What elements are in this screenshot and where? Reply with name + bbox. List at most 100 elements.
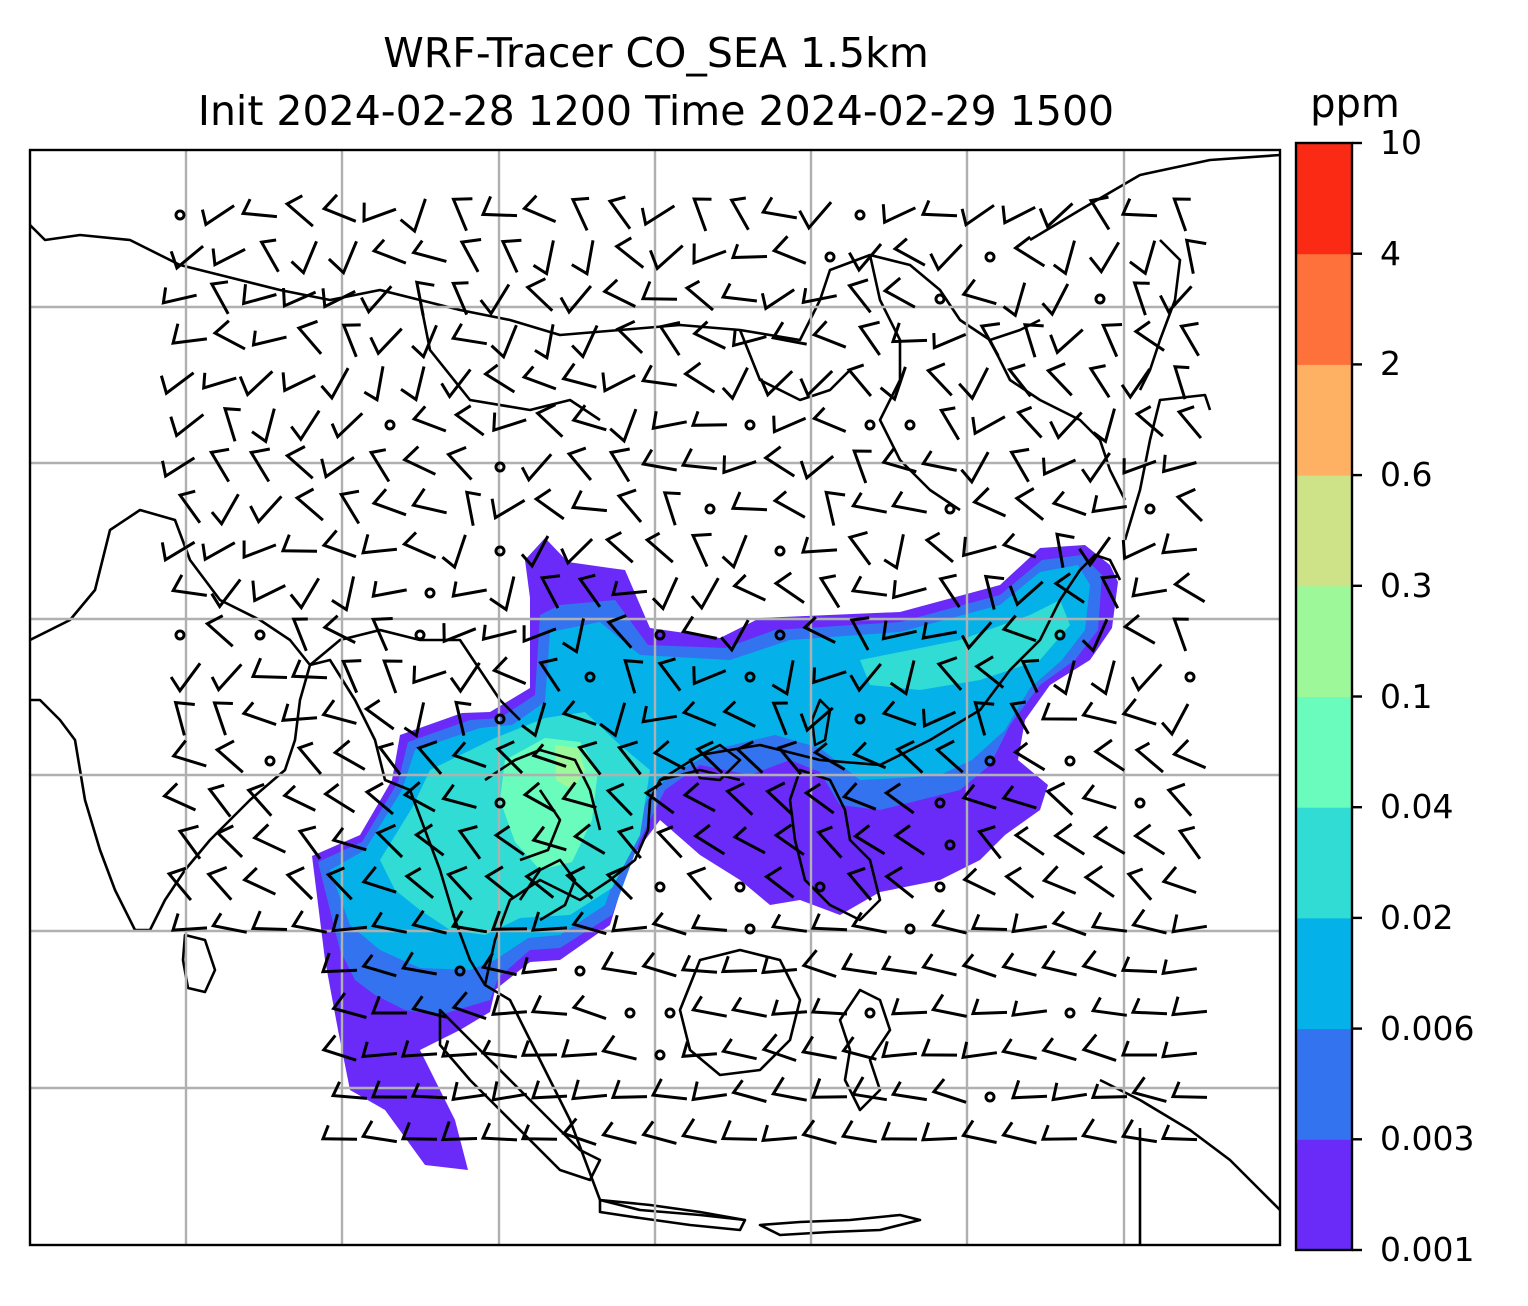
wind-barb (160, 540, 196, 563)
wind-barb (840, 952, 878, 975)
wind-barb (414, 280, 435, 316)
wind-barb (327, 240, 358, 276)
border-f (738, 329, 851, 402)
wind-barb (361, 865, 397, 894)
wind-barb (166, 866, 193, 902)
wind-barb (1093, 738, 1126, 772)
wind-barb (640, 204, 676, 227)
calm-wind-marker (414, 629, 426, 641)
wind-barb (520, 1040, 558, 1057)
wind-barb (1172, 197, 1191, 232)
wind-barb (722, 455, 757, 475)
calm-wind-marker (494, 545, 506, 557)
wind-barb (451, 1081, 488, 1102)
wind-barb (1122, 458, 1157, 475)
wind-barb (451, 281, 469, 316)
wind-barb (730, 996, 767, 1018)
wind-barb (640, 280, 678, 301)
wind-barb (800, 1035, 837, 1060)
wind-barb (922, 708, 957, 729)
wind-barb (961, 278, 997, 306)
coast-sulawesi (838, 988, 892, 1112)
wind-barb (363, 366, 385, 403)
wind-barb (880, 1121, 918, 1141)
wind-barb (1055, 532, 1075, 568)
wind-barb (534, 324, 555, 361)
wind-barb (680, 615, 717, 640)
colorbar-bin-1 (1296, 1028, 1352, 1140)
wind-barb (1011, 1000, 1048, 1017)
wind-barb (1184, 238, 1207, 274)
wind-barb (615, 319, 644, 354)
wind-barb (521, 957, 558, 975)
wind-barb (684, 279, 714, 312)
wind-barb (891, 580, 927, 600)
colorbar-bin-6 (1296, 475, 1352, 587)
calm-wind-marker (264, 755, 276, 767)
wind-barb (454, 700, 472, 736)
wind-barb (161, 287, 197, 305)
wind-barb (841, 1036, 877, 1061)
wind-barb (720, 1038, 757, 1061)
wind-barb (682, 781, 716, 813)
calm-wind-marker (864, 1007, 876, 1019)
wind-barb (282, 784, 316, 812)
wind-barb (361, 953, 397, 978)
wind-barb (341, 659, 362, 694)
calm-wind-marker (424, 587, 436, 599)
wind-barb (976, 825, 1002, 860)
wind-barb (208, 447, 230, 483)
wind-barb (177, 489, 202, 524)
wind-barb (490, 910, 528, 931)
wind-barb (1051, 910, 1087, 937)
wind-barb (680, 448, 718, 471)
wind-barb (690, 913, 728, 932)
wind-barb (212, 319, 246, 351)
wind-barb (961, 783, 997, 810)
wind-barb (411, 324, 438, 360)
wind-barb (411, 405, 447, 433)
wind-barb (1122, 613, 1156, 645)
coast-sumatra (438, 1008, 602, 1182)
calm-wind-marker (174, 629, 186, 641)
wind-barb (560, 1038, 598, 1058)
wind-barb (330, 1081, 368, 1100)
wind-barb (734, 740, 764, 774)
wind-barb (204, 614, 234, 648)
wind-barb (1044, 781, 1074, 816)
wind-barb (760, 196, 798, 220)
wind-barb (534, 403, 564, 438)
calm-wind-marker (744, 419, 756, 431)
wind-barb (850, 1076, 888, 1102)
calm-wind-marker (774, 545, 786, 557)
wind-barb (772, 490, 806, 519)
calm-wind-marker (734, 881, 746, 893)
wind-barb (686, 866, 713, 901)
wind-barb (290, 240, 318, 276)
colorbar-tick-label: 0.003 (1380, 1119, 1475, 1159)
wind-barb (979, 322, 1001, 357)
wind-barb (1177, 825, 1202, 860)
wind-barb (648, 244, 684, 271)
wind-barb (1081, 1033, 1117, 1062)
wind-barb (881, 1041, 918, 1059)
wind-barb (451, 741, 487, 769)
wind-barb (161, 782, 197, 812)
wind-barb (920, 199, 958, 218)
wind-barb (284, 194, 314, 228)
wind-barb (970, 913, 1008, 931)
wind-barb (849, 662, 882, 693)
wind-barb (240, 198, 278, 219)
wind-barb (341, 323, 361, 358)
wind-barb (1132, 281, 1150, 316)
wind-barb (410, 487, 447, 515)
wind-barb (1166, 782, 1193, 817)
wind-barb (322, 783, 356, 814)
wind-barb (724, 781, 754, 816)
colorbar-bin-8 (1296, 253, 1352, 365)
wind-barb (771, 660, 795, 697)
wind-barb (173, 700, 195, 736)
wind-barb (491, 656, 527, 685)
wind-barb (492, 412, 527, 433)
